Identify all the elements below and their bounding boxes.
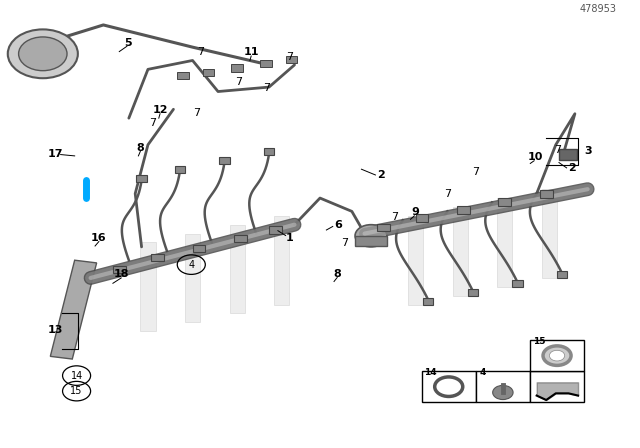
Circle shape	[493, 385, 513, 400]
Bar	[452, 207, 468, 296]
Circle shape	[543, 346, 571, 366]
Circle shape	[19, 37, 67, 71]
Text: 478953: 478953	[579, 4, 616, 14]
Text: 18: 18	[113, 269, 129, 280]
Bar	[269, 226, 282, 234]
Text: 17: 17	[48, 149, 63, 159]
Text: 13: 13	[48, 325, 63, 335]
Bar	[408, 216, 423, 305]
Text: 7: 7	[196, 47, 204, 56]
Bar	[559, 149, 577, 160]
Bar	[285, 56, 297, 63]
Text: 6: 6	[334, 220, 342, 230]
Text: 7: 7	[193, 108, 200, 118]
Bar	[540, 190, 552, 198]
Text: 14: 14	[424, 368, 436, 377]
Bar	[541, 189, 557, 278]
Bar	[499, 198, 511, 206]
Bar	[220, 157, 230, 164]
Bar	[497, 198, 513, 287]
Bar	[136, 175, 147, 181]
Circle shape	[355, 225, 387, 247]
Text: 8: 8	[136, 143, 144, 153]
Bar	[140, 242, 156, 331]
Bar	[193, 245, 205, 252]
Circle shape	[549, 350, 564, 361]
Text: 4: 4	[479, 368, 486, 377]
Bar	[513, 280, 523, 287]
Text: 15: 15	[70, 386, 83, 396]
Bar	[476, 371, 531, 402]
Bar	[175, 166, 185, 173]
Text: 3: 3	[584, 146, 591, 156]
Bar	[232, 65, 243, 72]
Text: 15: 15	[533, 336, 545, 346]
Text: 7: 7	[554, 145, 561, 155]
Text: 7: 7	[235, 77, 242, 87]
Bar	[378, 224, 390, 231]
Text: 4: 4	[188, 260, 195, 270]
Text: 12: 12	[152, 105, 168, 115]
Bar	[51, 260, 97, 359]
Bar	[557, 271, 567, 278]
Bar	[260, 60, 271, 67]
Text: 16: 16	[91, 233, 107, 243]
Text: 7: 7	[149, 118, 156, 128]
Bar	[422, 371, 476, 402]
Bar	[203, 69, 214, 76]
Text: 2: 2	[377, 170, 385, 180]
Text: 7: 7	[340, 238, 348, 248]
Text: 7: 7	[286, 52, 293, 62]
Bar	[185, 233, 200, 322]
Bar	[177, 72, 189, 79]
Circle shape	[8, 30, 78, 78]
Bar	[468, 289, 478, 296]
Bar	[264, 148, 274, 155]
Text: 11: 11	[243, 47, 259, 57]
Text: 7: 7	[391, 212, 398, 222]
Text: 7: 7	[444, 189, 451, 198]
Text: 7: 7	[263, 83, 270, 94]
Bar	[230, 225, 245, 314]
Bar	[457, 206, 470, 214]
Bar	[415, 215, 428, 222]
Text: 10: 10	[528, 152, 543, 162]
Bar	[234, 235, 246, 242]
Text: 1: 1	[286, 233, 294, 243]
Bar	[531, 371, 584, 402]
Bar	[113, 266, 125, 273]
Bar	[151, 254, 164, 261]
Bar	[531, 340, 584, 371]
Bar	[423, 298, 433, 305]
Text: 14: 14	[70, 370, 83, 381]
Text: 8: 8	[333, 269, 341, 280]
Text: 7: 7	[472, 167, 480, 177]
Text: 9: 9	[412, 207, 420, 217]
Bar	[355, 236, 387, 246]
Text: 2: 2	[568, 163, 575, 173]
Text: 5: 5	[124, 38, 131, 47]
Bar	[274, 216, 289, 305]
